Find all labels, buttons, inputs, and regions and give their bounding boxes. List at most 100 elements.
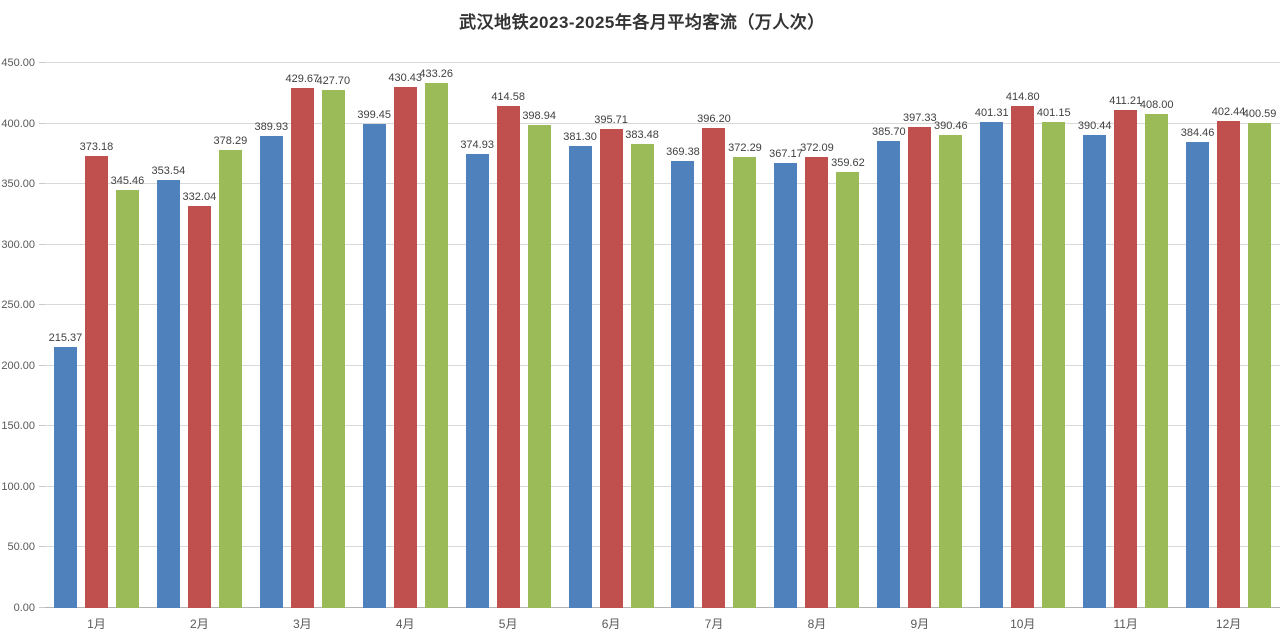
month-group: 390.44 411.21 408.00 11月 — [1074, 63, 1177, 631]
month-group: 399.45 430.43 433.26 4月 — [354, 63, 457, 631]
value-label: 384.46 — [1180, 127, 1215, 140]
y-axis-label: 250.00 — [1, 299, 35, 312]
bar: 372.29 — [728, 142, 762, 608]
x-axis-label: 10月 — [1010, 617, 1036, 631]
x-axis-label: 12月 — [1215, 617, 1242, 631]
y-axis-label: 0.00 — [13, 602, 35, 614]
bar: 411.21 — [1109, 95, 1142, 608]
x-axis-label: 9月 — [910, 617, 930, 631]
bar: 430.43 — [388, 72, 422, 608]
y-axis-label: 200.00 — [1, 359, 35, 372]
bar: 369.38 — [666, 146, 700, 608]
x-axis-line — [45, 607, 1280, 608]
bar: 400.59 — [1243, 108, 1276, 608]
bar: 353.54 — [152, 165, 185, 608]
bar: 401.15 — [1037, 107, 1071, 608]
bar: 367.17 — [769, 148, 803, 608]
value-label: 385.70 — [872, 125, 906, 138]
value-label: 369.38 — [666, 145, 700, 158]
y-axis-label: 450.00 — [1, 57, 35, 69]
bar: 385.70 — [872, 126, 906, 608]
value-label: 390.44 — [1077, 120, 1112, 133]
plot-area: 0.00 50.00 100.00 150.00 200.00 250.00 300.00 3… — [1, 57, 1280, 631]
gridline — [45, 183, 1280, 185]
x-axis-label: 1月 — [87, 617, 106, 631]
y-axis-tick — [39, 183, 45, 185]
value-label: 401.15 — [1036, 107, 1071, 120]
x-axis-label: 4月 — [395, 617, 415, 631]
value-label: 378.29 — [213, 134, 248, 147]
bar: 384.46 — [1181, 127, 1214, 608]
value-label: 359.62 — [831, 157, 865, 170]
x-axis-label: 5月 — [498, 617, 518, 631]
bar: 433.26 — [419, 68, 453, 608]
bar: 408.00 — [1140, 99, 1174, 608]
gridline — [45, 425, 1280, 427]
bar: 345.46 — [111, 175, 144, 608]
month-group: 381.30 395.71 383.48 6月 — [560, 63, 663, 631]
value-label: 372.29 — [728, 142, 762, 155]
month-group: 369.38 396.20 372.29 7月 — [663, 63, 766, 631]
value-label: 402.44 — [1211, 105, 1246, 118]
month-group: 401.31 414.80 401.15 10月 — [971, 63, 1074, 631]
bar: 427.70 — [316, 75, 350, 608]
gridline — [45, 546, 1280, 548]
bar: 332.04 — [183, 191, 216, 608]
bar: 398.94 — [522, 110, 556, 608]
value-label: 332.04 — [182, 190, 217, 203]
value-label: 381.30 — [563, 131, 597, 144]
value-label: 433.26 — [419, 68, 454, 81]
bar: 401.31 — [975, 107, 1009, 608]
value-label: 430.43 — [388, 71, 423, 84]
value-label: 374.93 — [460, 138, 494, 151]
bar: 429.67 — [285, 73, 319, 608]
value-label: 345.46 — [110, 174, 145, 187]
x-axis-label: 2月 — [190, 617, 209, 631]
value-label: 353.54 — [151, 164, 186, 177]
bar: 359.62 — [831, 157, 865, 608]
bar-groups: 215.37 373.18 345.46 1月 353.54 332.04 378.29 2月… — [45, 63, 1280, 631]
chart-title: 武汉地铁2023-2025年各月平均客流（万人次） — [459, 13, 825, 32]
y-axis-label: 400.00 — [1, 117, 35, 130]
value-label: 372.09 — [800, 142, 834, 155]
value-label: 373.18 — [79, 141, 114, 154]
value-label: 390.46 — [934, 120, 968, 133]
bar: 395.71 — [594, 114, 628, 608]
bar: 373.18 — [80, 141, 113, 608]
value-label: 429.67 — [285, 72, 320, 85]
x-axis-label: 7月 — [704, 617, 724, 631]
month-group: 374.93 414.58 398.94 5月 — [457, 63, 560, 631]
bar: 381.30 — [563, 131, 597, 608]
gridline — [45, 485, 1280, 487]
y-axis-label: 100.00 — [1, 480, 35, 493]
y-axis-tick — [39, 607, 45, 608]
value-label: 397.33 — [903, 111, 937, 124]
value-label: 367.17 — [769, 148, 803, 161]
bar: 390.44 — [1078, 120, 1112, 608]
y-axis-label: 150.00 — [1, 420, 35, 433]
bar: 390.46 — [934, 120, 968, 608]
value-label: 414.58 — [491, 90, 525, 103]
gridline — [45, 122, 1280, 124]
value-label: 414.80 — [1005, 90, 1040, 103]
value-label: 383.48 — [625, 128, 659, 141]
y-axis-tick — [39, 304, 45, 306]
value-label: 408.00 — [1139, 98, 1174, 111]
y-axis-tick — [39, 546, 45, 548]
y-axis-tick — [39, 62, 45, 63]
gridline — [45, 364, 1280, 366]
value-label: 398.94 — [522, 109, 556, 122]
y-axis-tick — [39, 243, 45, 245]
bar: 414.80 — [1006, 91, 1040, 608]
value-label: 389.93 — [254, 120, 289, 133]
y-axis-tick — [39, 485, 45, 487]
month-group: 353.54 332.04 378.29 2月 — [148, 63, 251, 631]
month-group: 389.93 429.67 427.70 3月 — [251, 63, 354, 631]
bar: 372.09 — [800, 142, 834, 608]
bar: 374.93 — [460, 139, 494, 608]
value-label: 396.20 — [697, 113, 731, 126]
x-axis-label: 6月 — [601, 617, 621, 631]
value-label: 215.37 — [48, 332, 83, 345]
bar: 399.45 — [357, 109, 391, 608]
